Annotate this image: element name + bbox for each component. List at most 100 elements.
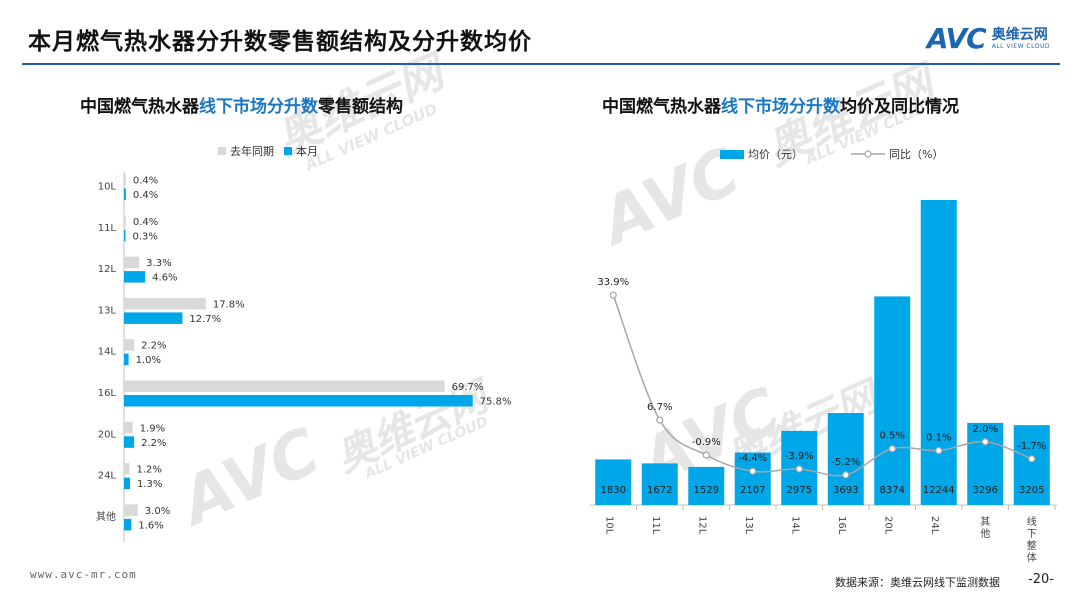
- right-category-label: 11L: [650, 516, 661, 535]
- page-title: 本月燃气热水器分升数零售额结构及分升数均价: [28, 29, 532, 55]
- price-bar: [967, 422, 1004, 505]
- label-last-year: 2.2%: [141, 341, 166, 352]
- label-current: 2.2%: [141, 438, 166, 449]
- left-title-highlight: 线下市场分升数: [199, 97, 318, 117]
- price-label: 12244: [923, 485, 955, 496]
- legend-item-current: 本月: [284, 143, 318, 159]
- label-last-year: 17.8%: [213, 299, 245, 310]
- yoy-label: -4.4%: [738, 453, 767, 464]
- left-chart-legend: 去年同期 本月: [218, 143, 328, 159]
- bar-current: [124, 395, 473, 407]
- yoy-point: [842, 471, 850, 479]
- left-category-label: 其他: [96, 510, 116, 523]
- bar-last-year: [124, 256, 140, 269]
- yoy-line: [612, 294, 1033, 477]
- yoy-point: [795, 465, 803, 473]
- label-last-year: 1.2%: [137, 465, 162, 476]
- left-chart-title: 中国燃气热水器线下市场分升数零售额结构: [80, 92, 403, 117]
- price-label: 2975: [787, 485, 812, 496]
- yoy-point: [935, 446, 943, 455]
- right-chart-legend: 均价（元） 同比（%）: [720, 146, 953, 162]
- bar-current: [124, 271, 146, 283]
- label-last-year: 0.4%: [133, 176, 158, 187]
- brand-mark: AVC: [926, 22, 987, 55]
- price-bar: [688, 466, 725, 505]
- left-structure-chart: 10L 0.4% 0.4% 11L 0.4% 0.3% 12L 3.3% 4.6% 13L 17.8…: [96, 172, 512, 542]
- legend-item-yoy: 同比（%）: [851, 146, 943, 162]
- yoy-point: [888, 445, 896, 453]
- right-title-prefix: 中国燃气热水器: [602, 97, 721, 117]
- label-last-year: 3.3%: [146, 258, 171, 269]
- legend-label-avg-price: 均价（元）: [748, 148, 803, 161]
- yoy-point: [981, 438, 989, 446]
- label-current: 0.3%: [133, 231, 158, 242]
- left-category-label: 12L: [98, 264, 117, 275]
- legend-item-last-year: 去年同期: [218, 143, 274, 159]
- yoy-label: 6.7%: [647, 402, 672, 413]
- right-title-highlight: 线下市场分升数: [721, 97, 840, 117]
- left-category-label: 10L: [98, 182, 117, 193]
- legend-swatch-last-year: [218, 147, 226, 155]
- right-category-label: 其他: [980, 516, 990, 540]
- bar-current: [124, 229, 126, 242]
- footer-source: 数据来源：奥维云网线下监测数据: [835, 576, 1000, 589]
- yoy-label: -1.7%: [1017, 441, 1046, 452]
- legend-item-avg-price: 均价（元）: [720, 146, 803, 162]
- label-current: 75.8%: [480, 397, 512, 408]
- label-last-year: 69.7%: [452, 382, 484, 393]
- yoy-label: -0.9%: [692, 437, 721, 448]
- right-price-chart: 1830 10L 1672 11L 1529 12L 2107 13L 2975 14L 3693 1…: [590, 200, 1057, 564]
- price-label: 1529: [694, 485, 719, 496]
- label-last-year: 1.9%: [140, 423, 165, 434]
- footer-url: www.avc-mr.com: [30, 568, 137, 581]
- price-bar: [827, 413, 864, 505]
- price-bar: [734, 452, 771, 505]
- page-number: -20-: [1028, 572, 1054, 587]
- yoy-label: -5.2%: [831, 457, 860, 468]
- price-bar: [595, 459, 632, 505]
- bar-current: [124, 312, 183, 324]
- left-category-label: 13L: [98, 305, 117, 316]
- left-category-label: 16L: [98, 388, 117, 399]
- brand-logo: AVC 奥维云网 ALL VIEW CLOUD: [927, 24, 1050, 54]
- label-last-year: 3.0%: [145, 506, 170, 517]
- yoy-label: -3.9%: [785, 451, 814, 462]
- bar-last-year: [124, 339, 135, 351]
- price-label: 1672: [647, 485, 672, 496]
- label-current: 0.4%: [133, 190, 158, 201]
- yoy-point: [749, 467, 757, 475]
- label-current: 12.7%: [189, 314, 221, 325]
- right-category-label: 16L: [836, 516, 847, 535]
- price-bar: [1013, 425, 1050, 505]
- legend-label-last-year: 去年同期: [230, 145, 274, 158]
- bar-last-year: [124, 297, 206, 310]
- bar-current: [124, 188, 126, 200]
- right-category-label: 12L: [696, 516, 707, 535]
- label-current: 1.3%: [137, 479, 162, 490]
- label-current: 1.6%: [138, 520, 163, 531]
- left-category-label: 11L: [98, 223, 117, 234]
- bar-last-year: [124, 215, 126, 227]
- title-divider: [22, 63, 1060, 65]
- price-label: 3693: [833, 485, 858, 496]
- left-category-label: 14L: [98, 347, 117, 358]
- legend-swatch-yoy: [851, 150, 885, 158]
- yoy-label: 0.5%: [880, 431, 905, 442]
- brand-name: 奥维云网: [991, 27, 1048, 43]
- price-label: 2107: [740, 485, 765, 496]
- right-category-label: 14L: [789, 516, 800, 535]
- label-last-year: 0.4%: [133, 217, 158, 228]
- price-bar: [641, 463, 678, 505]
- right-category-label: 13L: [743, 516, 754, 535]
- price-bar: [874, 296, 911, 505]
- bar-last-year: [124, 174, 126, 186]
- bar-last-year: [124, 380, 445, 392]
- legend-swatch-avg-price: [720, 149, 744, 159]
- left-category-label: 24L: [98, 471, 117, 482]
- yoy-point: [609, 291, 617, 299]
- price-bar: [920, 200, 957, 505]
- bar-current: [124, 436, 135, 448]
- right-category-label: 20L: [882, 516, 893, 535]
- yoy-label: 0.1%: [926, 433, 951, 444]
- bar-current: [124, 477, 130, 490]
